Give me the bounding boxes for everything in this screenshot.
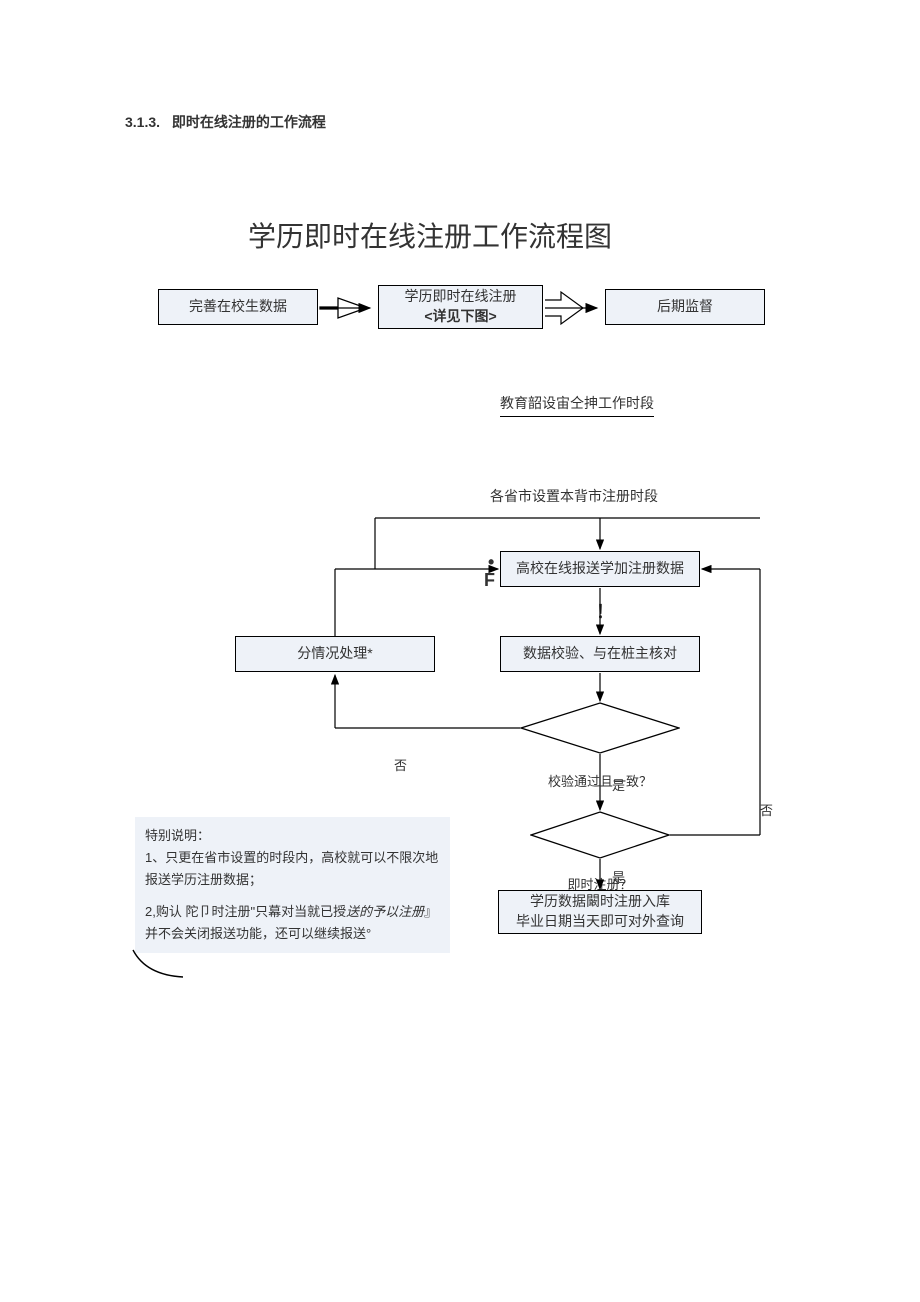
label-no-2: 否 (760, 800, 773, 819)
flow-text-t1: 各省市设置本背市注册时段 (490, 487, 658, 507)
flow-text-t0: 教育韶设宙仝抻工作时段 (500, 394, 654, 417)
flow-node-validate-label: 数据校验、与在桩主核对 (523, 644, 677, 664)
flow-decision-1-label: 校验通过且一致？ (520, 754, 680, 806)
flow-text-t0-label: 教育韶设宙仝抻工作时段 (500, 394, 654, 417)
notes-p1: 1、只更在省市设置的时段内，高校就可以不限次地报送学历注册数据； (145, 847, 440, 891)
top-box-1-label: 完善在校生数据 (189, 297, 287, 317)
exclaim-mark: ！ (596, 598, 614, 624)
decorative-curve (128, 945, 188, 985)
flow-node-submit: 高校在线报送学加注册数据 (500, 551, 700, 587)
notes-p2: 2,购认 陀卩时注册"只幕对当就已授送的予以注册』并不会关闭报送功能，还可以继续… (145, 901, 440, 945)
top-box-3: 后期监督 (605, 289, 765, 325)
notes-box: 特别说明： 1、只更在省市设置的时段内，高校就可以不限次地报送学历注册数据； 2… (135, 817, 450, 953)
section-heading: 3.1.3. 即时在线注册的工作流程 (125, 112, 326, 132)
top-box-3-label: 后期监督 (657, 297, 713, 317)
flow-node-submit-label: 高校在线报送学加注册数据 (516, 559, 684, 579)
top-arrow-1 (318, 288, 378, 328)
main-title: 学历即时在线注册工作流程图 (248, 215, 612, 255)
top-box-2-line2: <详见下图> (424, 307, 496, 327)
label-yes-1: 是 (612, 775, 625, 794)
top-arrow-2 (543, 288, 605, 328)
flow-node-validate: 数据校验、与在桩主核对 (500, 636, 700, 672)
flow-text-t1-label: 各省市设置本背市注册时段 (490, 487, 658, 507)
label-yes-2: 是 (612, 867, 625, 886)
flow-node-final-l1: 学历数据闞时注册入库 (530, 892, 670, 912)
section-title: 即时在线注册的工作流程 (172, 114, 326, 130)
flow-node-branch: 分情况处理* (235, 636, 435, 672)
flow-decision-1: 校验通过且一致？ (520, 702, 680, 754)
flow-node-branch-label: 分情况处理* (297, 644, 372, 664)
label-no-1: 否 (394, 755, 407, 774)
section-number: 3.1.3. (125, 114, 160, 130)
top-box-2: 学历即时在线注册 <详见下图> (378, 285, 543, 329)
flow-node-final-l2: 毕业日期当天即可对外查询 (516, 912, 684, 932)
top-box-1: 完善在校生数据 (158, 289, 318, 325)
side-F: F (484, 570, 495, 591)
flow-node-final: 学历数据闞时注册入库 毕业日期当天即可对外查询 (498, 890, 702, 934)
flow-decision-2: 即时注册？ (530, 811, 670, 859)
top-box-2-line1: 学历即时在线注册 (405, 287, 517, 307)
notes-heading: 特别说明： (145, 825, 440, 847)
